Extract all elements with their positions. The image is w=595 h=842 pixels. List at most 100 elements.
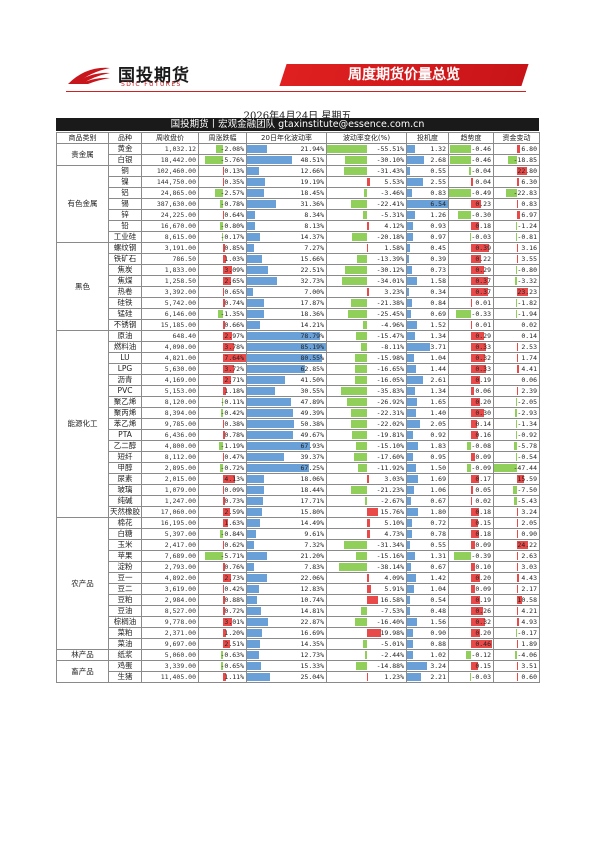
value-bar bbox=[222, 299, 225, 307]
cell-value: 2.39 bbox=[521, 387, 537, 395]
cell-value: 2.63 bbox=[521, 552, 537, 560]
cell-value: -16.65% bbox=[376, 365, 404, 373]
bar-cell: -31.43% bbox=[326, 165, 407, 177]
value-bar bbox=[513, 442, 517, 450]
cell-value: 1.03% bbox=[224, 255, 244, 263]
cell-value: 3.71 bbox=[430, 343, 446, 351]
value-bar bbox=[366, 288, 369, 296]
cell-value: -2.05 bbox=[517, 398, 537, 406]
value-bar bbox=[222, 266, 232, 274]
cell-value: -0.80% bbox=[220, 222, 244, 230]
bar-cell: 0.20 bbox=[448, 396, 494, 408]
cell-value: 4.13% bbox=[224, 475, 244, 483]
cell-value: 0.64% bbox=[224, 211, 244, 219]
bar-cell: 2.68 bbox=[406, 154, 449, 166]
bar-cell: -0.80% bbox=[198, 220, 247, 232]
value-bar bbox=[515, 299, 517, 307]
bar-cell: 0.78% bbox=[198, 429, 247, 441]
variety-cell: 短纤 bbox=[108, 451, 142, 463]
value-bar bbox=[344, 167, 367, 175]
bar-cell: -2.67% bbox=[326, 495, 407, 507]
value-bar bbox=[222, 178, 224, 186]
bar-cell: -2.08% bbox=[198, 143, 247, 155]
value-bar bbox=[407, 299, 413, 307]
cell-value: 15.66% bbox=[300, 255, 324, 263]
value-bar bbox=[222, 563, 225, 571]
value-bar bbox=[247, 178, 265, 186]
table-row: 苯乙烯 9,785.00 0.38% 50.38% -22.02% 2.05 0.14 -1.… bbox=[57, 418, 540, 430]
value-bar bbox=[222, 453, 224, 461]
cell-value: -31.34% bbox=[376, 541, 404, 549]
cell-value: -3.32 bbox=[517, 277, 537, 285]
close-price-cell: 2,015.00 bbox=[141, 473, 199, 485]
table-row: 苹果 7,689.00 -5.71% 21.20% -15.16% 1.31 -0.39 2.… bbox=[57, 550, 540, 562]
bar-cell: 1.02 bbox=[406, 649, 449, 661]
close-price-cell: 1,258.50 bbox=[141, 275, 199, 287]
bar-cell: 0.33 bbox=[448, 363, 494, 375]
value-bar bbox=[407, 574, 416, 582]
variety-cell: 纸浆 bbox=[108, 649, 142, 661]
close-price-cell: 8,112.00 bbox=[141, 451, 199, 463]
value-bar bbox=[471, 475, 479, 483]
cell-value: 0.06 bbox=[521, 376, 537, 384]
bar-cell: -22.31% bbox=[326, 407, 407, 419]
cell-value: 0.54 bbox=[430, 596, 446, 604]
cell-value: 0.67 bbox=[430, 497, 446, 505]
value-bar bbox=[515, 409, 517, 417]
value-bar bbox=[471, 563, 476, 571]
cell-value: 0.15 bbox=[475, 519, 491, 527]
value-bar bbox=[222, 585, 224, 593]
bar-cell: 1.04 bbox=[406, 583, 449, 595]
value-bar bbox=[469, 673, 471, 681]
logo-swoosh-icon bbox=[68, 67, 110, 84]
close-price-cell: 18,442.00 bbox=[141, 154, 199, 166]
bar-cell: 0.88% bbox=[198, 594, 247, 606]
table-row: 不锈钢 15,185.00 0.66% 14.21% -4.96% 1.52 0.01 0.0… bbox=[57, 319, 540, 331]
bar-cell: -16.65% bbox=[326, 363, 407, 375]
cell-value: 0.34 bbox=[430, 288, 446, 296]
cell-value: 0.33 bbox=[475, 365, 491, 373]
value-bar bbox=[407, 585, 414, 593]
bar-cell: 3.78% bbox=[198, 341, 247, 353]
cell-value: 1.02 bbox=[430, 651, 446, 659]
value-bar bbox=[516, 365, 519, 373]
bar-cell: 0.39 bbox=[406, 253, 449, 265]
cell-value: 0.84 bbox=[430, 299, 446, 307]
bar-cell: 85.19% bbox=[246, 341, 327, 353]
bar-cell: 0.83 bbox=[493, 198, 540, 210]
bar-cell: 0.02 bbox=[493, 319, 540, 331]
value-bar bbox=[407, 431, 413, 439]
category-cell: 黑色 bbox=[56, 242, 109, 331]
bar-cell: -0.42% bbox=[198, 407, 247, 419]
cell-value: 1.42 bbox=[430, 574, 446, 582]
cell-value: 0.90 bbox=[521, 530, 537, 538]
bar-cell: 1.58 bbox=[406, 275, 449, 287]
table-row: 硅铁 5,742.00 0.74% 17.87% -21.38% 0.84 0.01 -1.8… bbox=[57, 297, 540, 309]
bar-cell: 7.64% bbox=[198, 352, 247, 364]
variety-cell: 锰硅 bbox=[108, 308, 142, 320]
bar-cell: 50.38% bbox=[246, 418, 327, 430]
cell-value: 23.23 bbox=[517, 288, 537, 296]
bar-cell: 9.61% bbox=[246, 528, 327, 540]
bar-cell: 1.32 bbox=[406, 143, 449, 155]
bar-cell: 0.37 bbox=[448, 286, 494, 298]
report-date: 2026年4月24日 星期五 bbox=[243, 111, 352, 122]
bar-cell: 15.80% bbox=[246, 506, 327, 518]
value-bar bbox=[222, 497, 225, 505]
value-bar bbox=[407, 321, 417, 329]
cell-value: -13.39% bbox=[376, 255, 404, 263]
bar-cell: 18.45% bbox=[246, 187, 327, 199]
value-bar bbox=[364, 497, 367, 505]
table-row: 聚丙烯 8,394.00 -0.42% 49.39% -22.31% 1.40 0.30 -2… bbox=[57, 407, 540, 419]
cell-value: 0.29 bbox=[475, 266, 491, 274]
variety-cell: 菜油 bbox=[108, 638, 142, 650]
cell-value: -0.42% bbox=[220, 409, 244, 417]
cell-value: 0.32 bbox=[475, 354, 491, 362]
table-row: 沥青 4,169.00 2.71% 41.50% -16.05% 2.61 0.19 0.06 bbox=[57, 374, 540, 386]
cell-value: -20.18% bbox=[376, 233, 404, 241]
close-price-cell: 648.40 bbox=[141, 330, 199, 342]
bar-cell: 22.87% bbox=[246, 616, 327, 628]
cell-value: 2.21 bbox=[430, 673, 446, 681]
bar-cell: -31.34% bbox=[326, 539, 407, 551]
value-bar bbox=[222, 244, 226, 252]
